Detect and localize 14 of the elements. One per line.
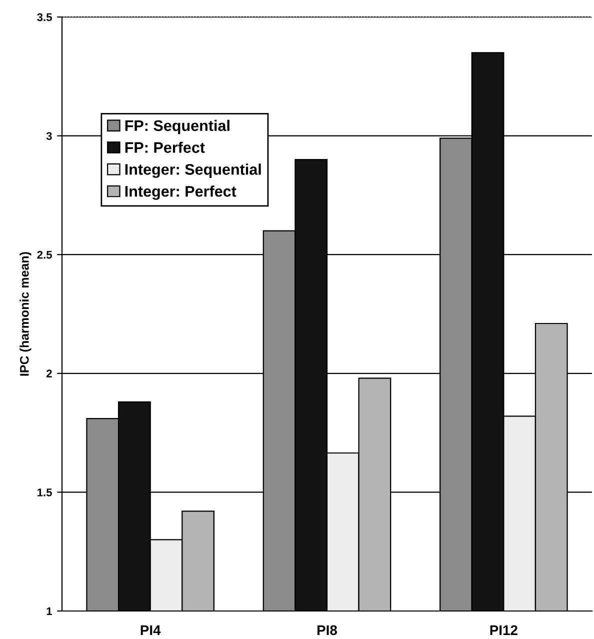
y-tick-label: 1 [46,607,52,616]
y-tick-label: 2.5 [37,250,52,259]
x-tick-label: PI12 [490,625,518,635]
y-tick-label: 2 [46,370,52,378]
y-tick-label: 3 [46,132,52,140]
legend-label: FP: Perfect [125,142,205,153]
x-tick-label: PI4 [140,625,161,635]
y-tick-label: 3.5 [37,13,52,22]
y-axis-title: IPC (harmonic mean) [20,252,32,376]
y-tick-label: 1.5 [38,488,52,496]
x-tick-label: PI8 [318,625,337,636]
legend-label: Integer: Sequential [125,164,261,178]
legend-label: FP: Sequential [125,120,230,134]
legend-label: Integer: Perfect [125,186,236,200]
